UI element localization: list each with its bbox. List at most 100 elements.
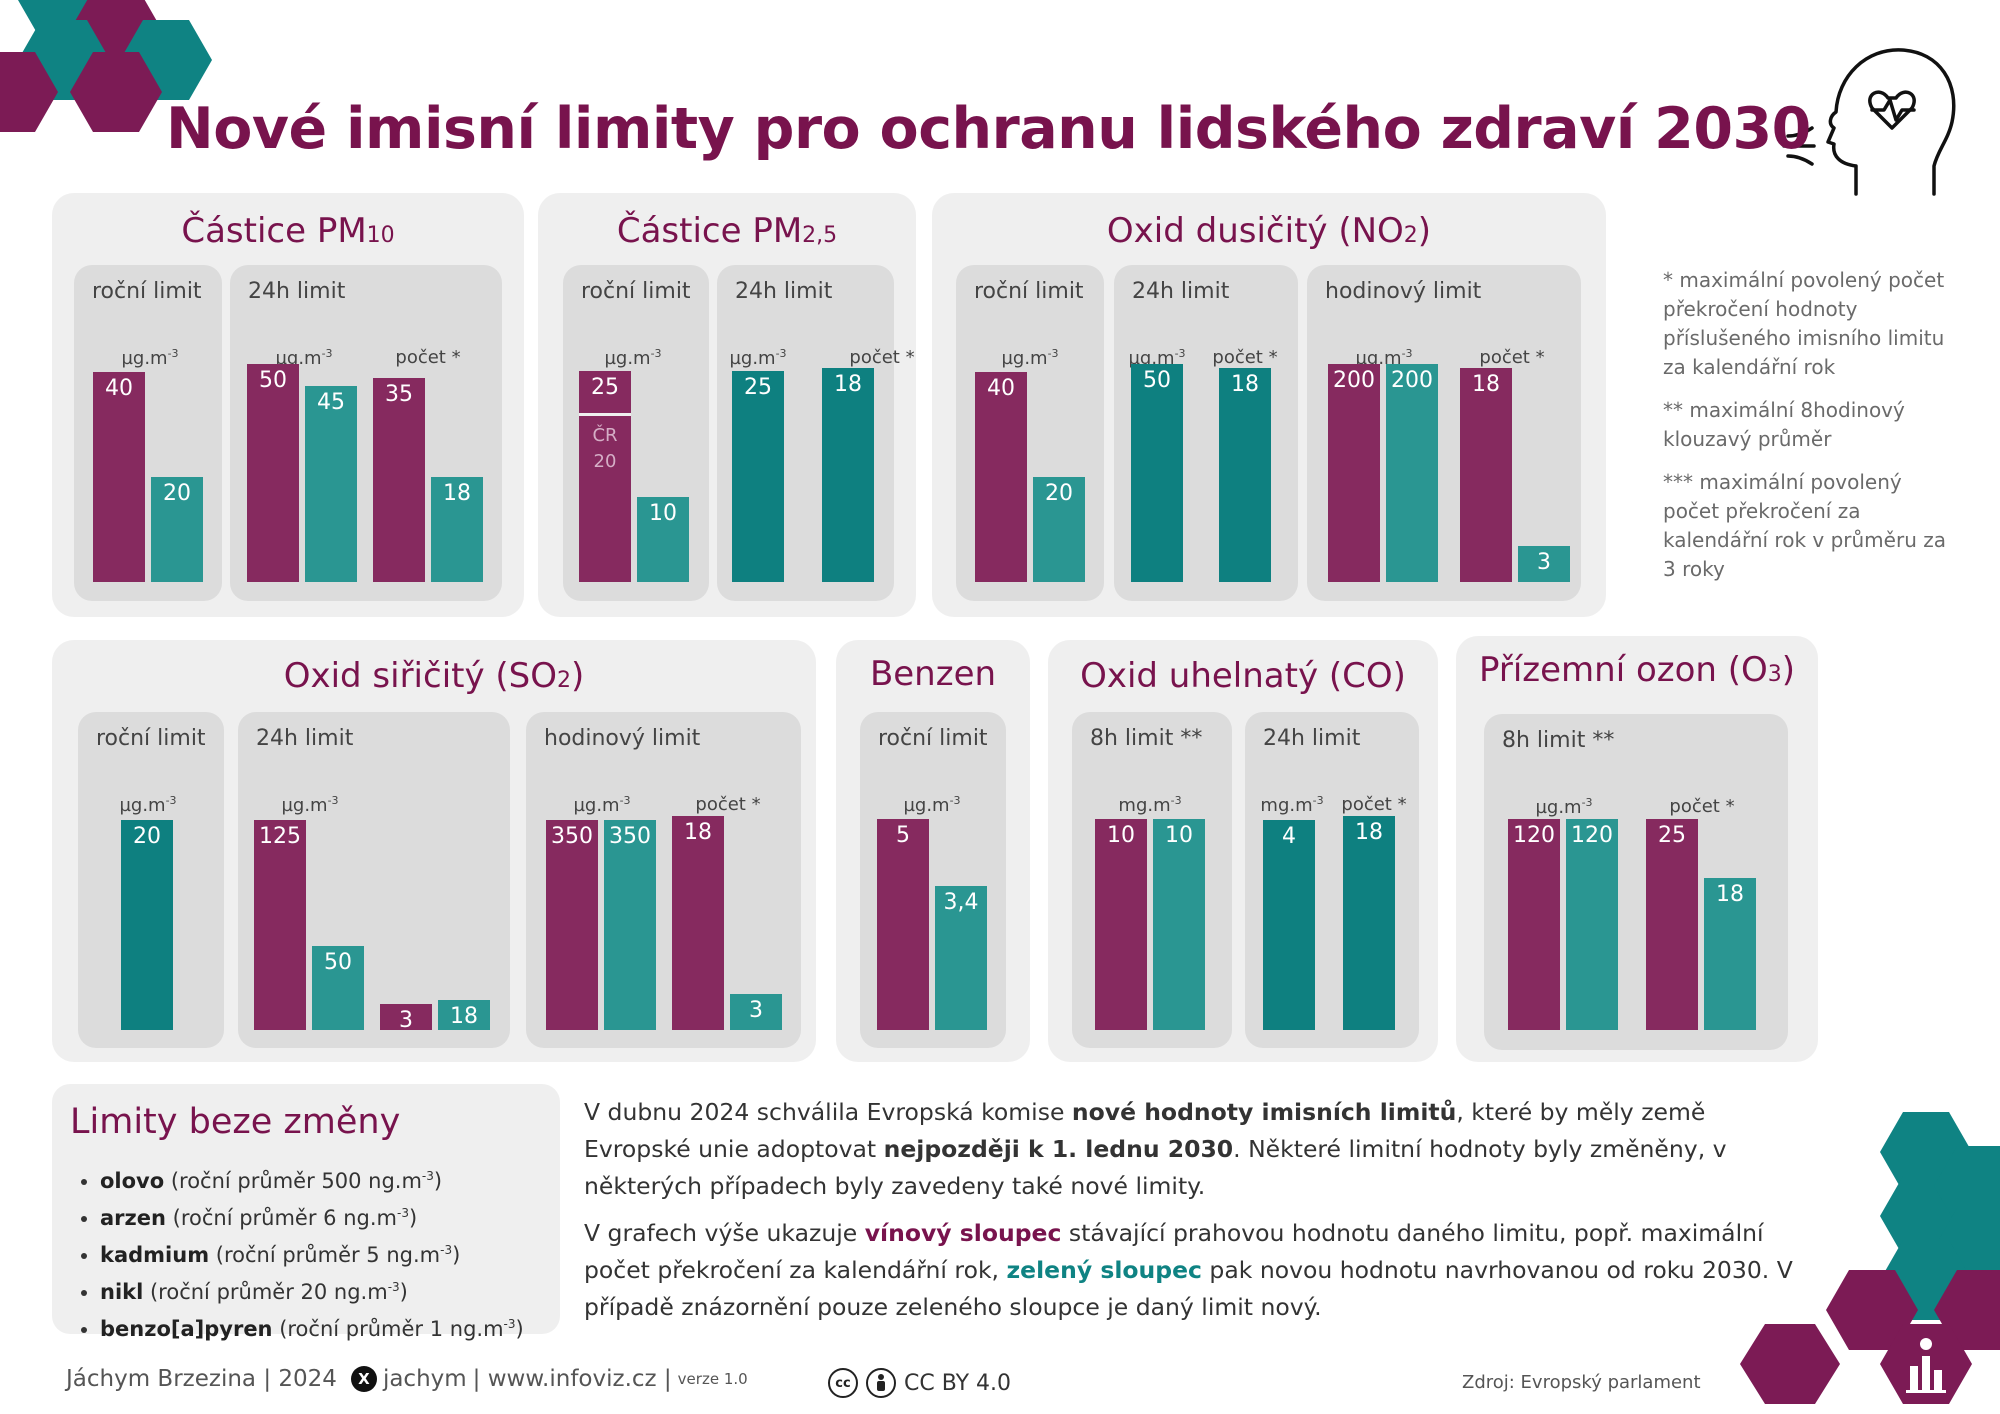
unit-superscript: -3 (396, 1206, 409, 1220)
chart-title-end: ) (1781, 650, 1796, 690)
x-logo-icon: X (350, 1366, 377, 1392)
bar: 40 (93, 372, 145, 582)
chart-title-subscript: 2,5 (802, 223, 838, 248)
pollutant-detail: (roční průměr 1 ng.m (272, 1317, 504, 1341)
bar-value-label: 3,4 (943, 890, 979, 916)
limit-group-label: hodinový limit (544, 726, 701, 751)
version: verze 1.0 (677, 1370, 748, 1388)
unit-superscript: -3 (1312, 794, 1324, 807)
limit-group: 24h limit µg.m-3 počet * 50 45 35 18 (230, 265, 502, 601)
bar-value-label: 10 (1165, 822, 1193, 848)
unit-superscript: -3 (650, 347, 662, 360)
chart-panel: Přízemní ozon (O3) 8h limit ** µg.m-3 počet… (1456, 636, 1818, 1062)
unit-superscript: -3 (421, 1169, 434, 1183)
bar: 3 (1518, 546, 1570, 582)
unit-label: µg.m-3 (573, 794, 631, 816)
limit-group: roční limit µg.m-3 20 (78, 712, 224, 1048)
infographic-logo-icon (1880, 1324, 1972, 1404)
chart-title-text: Částice PM (181, 211, 367, 251)
limit-group: 8h limit ** µg.m-3 počet * 120 120 25 18 (1484, 714, 1788, 1050)
limit-group: roční limit µg.m-3 25 ČR 20 10 (563, 265, 709, 601)
bar: 18 (431, 477, 483, 582)
unit-label: počet * (1341, 794, 1407, 815)
bar-value-label: 45 (317, 389, 345, 415)
unit-label: počet * (395, 347, 461, 368)
unit-label: µg.m-3 (903, 794, 961, 816)
bar-value-label: 18 (834, 371, 862, 397)
pollutant-detail-end: ) (452, 1243, 461, 1267)
chart-panel: Oxid dusičitý (NO2) roční limit µg.m-3 40 20… (932, 193, 1606, 617)
bar-value-label: 4 (1282, 824, 1296, 850)
chart-panel: Částice PM2,5 roční limit µg.m-3 25 ČR 20 10 2… (538, 193, 916, 617)
website-link[interactable]: | www.infoviz.cz | (472, 1366, 672, 1392)
bar-value-label: 18 (1355, 819, 1383, 845)
bar-value-label: 18 (443, 481, 471, 507)
bar-value-label: 3 (399, 1008, 413, 1033)
license-label: CC BY 4.0 (904, 1370, 1012, 1396)
limit-group-label: 24h limit (248, 279, 346, 304)
bar-value-label: 18 (1472, 371, 1500, 397)
pollutant-name: nikl (100, 1280, 144, 1304)
bar: 20 (121, 820, 173, 1030)
unit-superscript: -3 (440, 1243, 453, 1257)
unit-superscript: -3 (503, 1317, 516, 1331)
list-item: benzo[a]pyren (roční průměr 1 ng.m-3) (100, 1308, 524, 1345)
bar: 50 (1131, 363, 1183, 582)
chart-title-end: ) (1417, 211, 1432, 251)
unit-superscript: -3 (1170, 794, 1182, 807)
bar-value-label: 20 (163, 481, 191, 507)
list-item: arzen (roční průměr 6 ng.m-3) (100, 1197, 524, 1234)
threshold-line (579, 412, 631, 416)
description-paragraph: V dubnu 2024 schválila Evropská komise n… (584, 1094, 1794, 1205)
limit-group: roční limit µg.m-3 40 20 (956, 265, 1104, 601)
unit-label: µg.m-3 (281, 794, 339, 816)
unit-label: µg.m-3 (1535, 796, 1593, 818)
chart-title-text: Oxid uhelnatý (CO) (1080, 656, 1406, 696)
limit-group: 24h limit µg.m-3 počet * 50 18 (1114, 265, 1298, 601)
bar: 25 ČR 20 (579, 370, 631, 582)
bar-value-label: 50 (1143, 367, 1171, 393)
bar-value-label: 200 (1391, 367, 1433, 393)
bar: 350 (546, 819, 598, 1030)
bar-value-label: 10 (1107, 822, 1135, 848)
bar-value-label: 50 (324, 950, 352, 976)
bar: 350 (604, 819, 656, 1030)
bar-value-label: 120 (1513, 822, 1555, 848)
unit-superscript: -3 (1581, 796, 1593, 809)
text-span: . Některé limitní hodnoty byly změněny, … (584, 1135, 1727, 1200)
bar: 200 (1328, 363, 1380, 582)
bar-value-label: 350 (609, 823, 651, 849)
chart-title-text: Oxid dusičitý (NO (1106, 211, 1404, 251)
hexagon-decoration (1740, 1324, 1840, 1404)
bar: 3,4 (935, 886, 987, 1030)
bar: 3 (730, 994, 782, 1030)
page-title: Nové imisní limity pro ochranu lidského … (166, 96, 1811, 162)
bar: 18 (1704, 877, 1756, 1030)
chart-panel: Oxid siřičitý (SO2) roční limit µg.m-3 20 24… (52, 640, 816, 1062)
footer-credits: Jáchym Brzezina | 2024 X jachym | www.in… (66, 1366, 748, 1392)
bar: 18 (1460, 367, 1512, 582)
unit-label: µg.m-3 (604, 347, 662, 369)
bar-value-label: 35 (385, 382, 413, 408)
limit-group: hodinový limit µg.m-3 počet * 200 200 18 3 (1307, 265, 1581, 601)
unit-label: počet * (1212, 347, 1278, 368)
bar: 50 (312, 946, 364, 1030)
unit-superscript: -3 (327, 794, 339, 807)
footnote: * maximální povolený počet překročení ho… (1663, 268, 1945, 379)
limit-group: roční limit µg.m-3 40 20 (74, 265, 222, 601)
pollutant-detail-end: ) (433, 1169, 443, 1193)
bar: 120 (1508, 818, 1560, 1030)
unchanged-limits-title: Limity beze změny (70, 1102, 401, 1142)
unit-superscript: -3 (1047, 347, 1059, 360)
pollutant-detail-end: ) (408, 1206, 418, 1230)
limit-group-label: 24h limit (1132, 279, 1230, 304)
pollutant-detail: (roční průměr 6 ng.m (165, 1206, 397, 1230)
unchanged-limits-box: Limity beze změny olovo (roční průměr 50… (52, 1084, 560, 1341)
bar: 18 (1219, 367, 1271, 582)
bar-value-label: 10 (649, 501, 677, 527)
bar: 45 (305, 385, 357, 582)
social-handle[interactable]: jachym (382, 1366, 467, 1392)
unit-label: µg.m-3 (1001, 347, 1059, 369)
bar: 10 (1095, 818, 1147, 1030)
unit-superscript: -3 (619, 794, 631, 807)
